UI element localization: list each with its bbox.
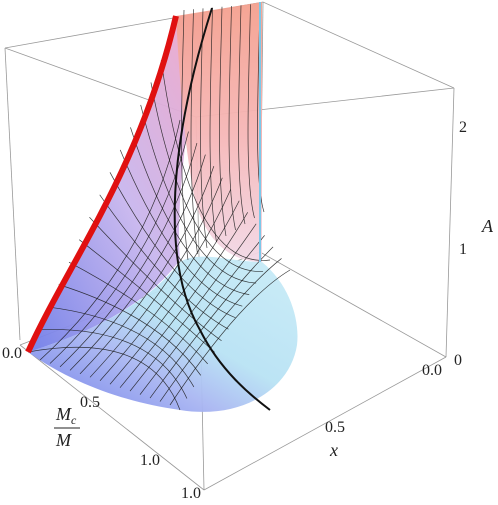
mesh-line-wall <box>190 9 198 255</box>
mesh-line-floor-b <box>79 166 215 375</box>
mesh-line-wall <box>238 5 246 225</box>
m-tick-0: 0.0 <box>2 345 22 362</box>
box-bottom-left <box>19 344 205 491</box>
mesh-line-floor-a <box>79 239 215 353</box>
mesh-line-floor-a <box>89 216 222 342</box>
mesh-line-wall <box>247 4 255 219</box>
surface-mesh-floor <box>27 59 291 411</box>
mesh-line-floor-b <box>39 119 181 361</box>
mesh-line-floor-a <box>38 328 188 399</box>
mesh-line-floor-a <box>48 306 195 388</box>
mesh-line-floor-a <box>160 59 271 261</box>
mesh-line-floor-a <box>140 104 257 284</box>
x-tick-0: 0.0 <box>422 362 442 379</box>
axis-label-m-numerator: Mc <box>55 404 77 427</box>
mesh-line-floor-b <box>99 189 232 382</box>
mesh-line-floor-a <box>58 284 202 376</box>
a-tick-1: 1 <box>459 241 467 258</box>
mesh-line-floor-b <box>159 258 282 402</box>
mesh-line-floor-a <box>150 82 264 272</box>
mesh-line-floor-a <box>130 127 250 295</box>
box-back-top <box>4 1 455 89</box>
m-tick-1: 0.5 <box>80 394 100 411</box>
axis-label-m-fraction: Mc M <box>54 404 80 450</box>
mesh-line-floor-b <box>149 246 274 399</box>
mesh-line-floor-b <box>139 235 265 395</box>
surface <box>25 2 298 412</box>
box-bottom-right <box>203 356 447 491</box>
mesh-line-floor-a <box>109 172 236 319</box>
box-back-left <box>4 47 21 341</box>
axis-x-ticks: 0.0 0.5 <box>325 362 442 436</box>
x-tick-1: 0.5 <box>325 419 345 436</box>
axis-label-a: A <box>481 216 494 236</box>
axis-label-x: x <box>329 440 338 460</box>
axis-m-ticks: 0.0 0.5 1.0 1.0 <box>2 345 201 502</box>
mesh-line-floor-b <box>69 154 206 371</box>
mesh-line-floor-a <box>119 149 243 307</box>
mesh-line-floor-b <box>129 223 257 392</box>
mesh-line-floor-a <box>27 346 181 411</box>
edge-curve-red <box>25 15 179 354</box>
mesh-line-wall <box>219 6 227 237</box>
m-tick-2: 1.0 <box>140 452 160 469</box>
mesh-line-floor-b <box>169 269 291 406</box>
mesh-line-wall <box>209 7 217 243</box>
a-tick-0: 0 <box>454 352 462 369</box>
mesh-line-floor-b <box>119 212 248 388</box>
mesh-line-floor-b <box>49 131 189 364</box>
mesh-line-floor-b <box>109 200 240 385</box>
mesh-line-wall <box>228 5 236 231</box>
a-tick-2: 2 <box>459 119 467 136</box>
axis-label-m-denominator: M <box>55 430 72 450</box>
m-tick-x-start: 1.0 <box>181 485 201 502</box>
surface-right-wall <box>176 2 262 262</box>
mesh-line-floor-b <box>89 177 223 378</box>
edge-curve-black <box>173 7 271 411</box>
box-front-right <box>445 87 455 358</box>
mesh-line-floor-b <box>59 142 198 368</box>
axis-a-ticks: 0 1 2 <box>454 119 467 369</box>
